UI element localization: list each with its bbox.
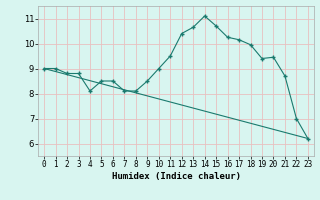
X-axis label: Humidex (Indice chaleur): Humidex (Indice chaleur)	[111, 172, 241, 181]
